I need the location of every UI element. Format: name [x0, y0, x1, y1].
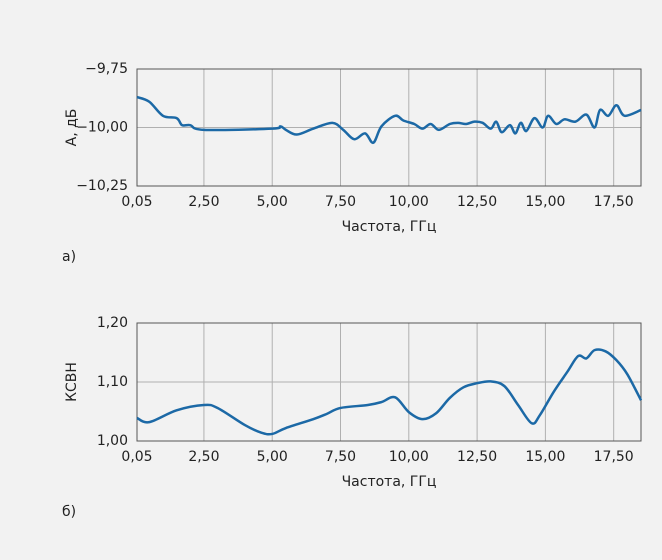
- x-tick-label: 15,00: [525, 194, 565, 210]
- y-axis-label: A, дБ: [64, 109, 80, 147]
- y-tick-label: 1,20: [97, 315, 128, 331]
- x-tick-label: 2,50: [188, 194, 219, 210]
- y-tick-label: 1,10: [97, 374, 128, 390]
- y-tick-label: −9,75: [85, 61, 128, 77]
- y-axis-label: КСВН: [64, 362, 80, 402]
- data-line: [136, 95, 642, 144]
- data-line: [136, 348, 643, 436]
- plot-frame: [136, 322, 642, 442]
- x-tick-label: 7,50: [325, 194, 356, 210]
- x-tick-label: 0,05: [121, 194, 152, 210]
- panel-label: б): [62, 504, 76, 520]
- x-tick-label: 12,50: [457, 449, 497, 465]
- panel-label: а): [62, 249, 76, 265]
- x-tick-label: 15,00: [525, 449, 565, 465]
- x-tick-label: 0,05: [121, 449, 152, 465]
- x-tick-label: 17,50: [594, 449, 634, 465]
- x-axis-label: Частота, ГГц: [342, 474, 437, 490]
- x-tick-label: 5,00: [257, 449, 288, 465]
- x-tick-label: 2,50: [188, 449, 219, 465]
- x-tick-label: 17,50: [594, 194, 634, 210]
- y-tick-label: −10,25: [76, 178, 128, 194]
- plot-frame: [136, 68, 642, 187]
- y-tick-label: −10,00: [76, 120, 128, 136]
- x-tick-label: 10,00: [389, 194, 429, 210]
- x-tick-label: 10,00: [389, 449, 429, 465]
- x-tick-label: 12,50: [457, 194, 497, 210]
- x-axis-label: Частота, ГГц: [342, 219, 437, 235]
- x-tick-label: 5,00: [257, 194, 288, 210]
- y-tick-label: 1,00: [97, 433, 128, 449]
- x-tick-label: 7,50: [325, 449, 356, 465]
